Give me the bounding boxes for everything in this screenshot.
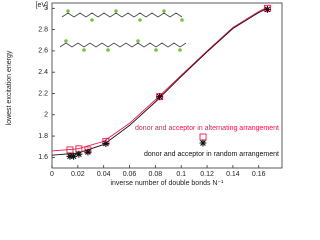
data-point [263,5,271,13]
y-tick-label: 2.2 [38,90,48,97]
plot-frame [51,2,283,169]
legend-marker [199,133,207,141]
data-point [70,152,78,160]
molecule-illustration [59,9,187,52]
data-point [156,93,164,101]
legend-marker [199,139,207,147]
chart: [eV] inverse number of double bonds N⁻¹ … [6,2,283,187]
y-tick-label: 2.6 [38,48,48,55]
x-tick-label: 0.02 [71,171,85,178]
x-tick-label: 0.16 [252,171,266,178]
legend-label: donor and acceptor in alternating arrang… [135,125,279,132]
x-tick-label: 0.1 [176,171,186,178]
data-point [84,148,92,156]
y-unit: [eV] [36,2,49,9]
x-tick-label: 0.12 [200,171,214,178]
y-tick-label: 2 [44,112,48,119]
data-point [66,152,74,160]
x-tick-label: 0.04 [97,171,111,178]
y-tick-label: 3 [44,5,48,12]
y-axis-title: lowest excitation energy [6,50,13,125]
y-tick-label: 2.4 [38,69,48,76]
data-point [75,150,83,158]
legend-label: donor and acceptor in random arrangement [144,151,279,158]
data-point [102,140,110,148]
y-tick-label: 1.6 [38,154,48,161]
fit-line [51,6,268,152]
x-axis-title: inverse number of double bonds N⁻¹ [110,180,224,187]
y-tick-label: 2.8 [38,26,48,33]
x-tick-label: 0.14 [226,171,240,178]
x-tick-label: 0 [50,171,54,178]
fit-line [51,7,268,156]
x-tick-label: 0.06 [123,171,137,178]
x-tick-label: 0.08 [149,171,163,178]
y-tick-label: 1.8 [38,133,48,140]
